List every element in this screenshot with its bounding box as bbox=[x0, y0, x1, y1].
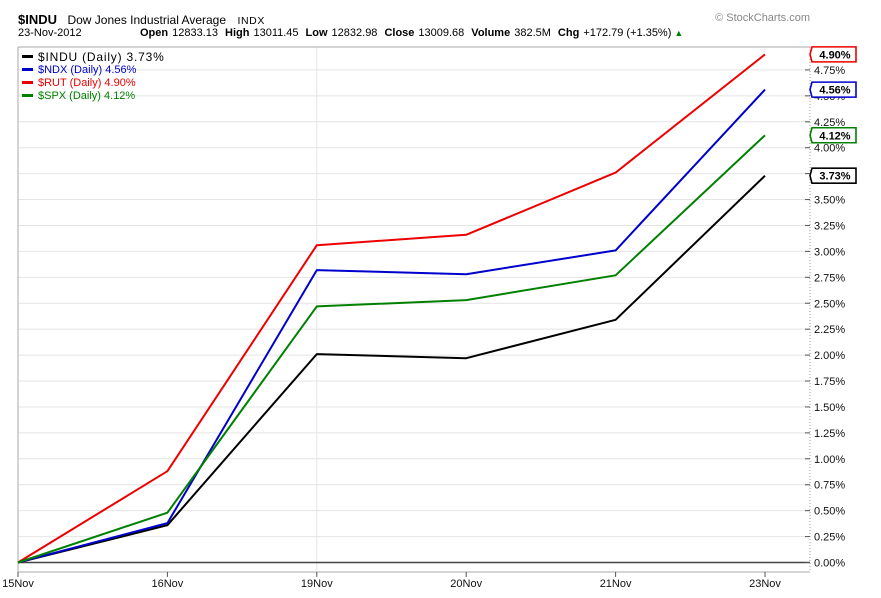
y-tick-label: 1.00% bbox=[814, 454, 845, 466]
quote-label-open: Open bbox=[140, 27, 169, 39]
legend-item-rut: $RUT (Daily) 4.90% bbox=[22, 77, 165, 90]
quote-value-low: 12832.98 bbox=[331, 27, 378, 39]
series-line-ndx bbox=[17, 88, 766, 564]
quote-label-close: Close bbox=[384, 27, 415, 39]
quote-date: 23-Nov-2012 bbox=[18, 27, 82, 39]
y-tick-label: 0.75% bbox=[814, 480, 845, 492]
y-tick-label: 1.25% bbox=[814, 428, 845, 440]
legend-item-spx: $SPX (Daily) 4.12% bbox=[22, 90, 165, 103]
x-tick-label: 19Nov bbox=[301, 578, 333, 590]
legend-item-indu: $INDU (Daily) 3.73% bbox=[22, 50, 165, 64]
quote-value-high: 13011.45 bbox=[253, 27, 299, 39]
quote-label-high: High bbox=[225, 27, 250, 39]
y-tick-label: 0.25% bbox=[814, 532, 845, 544]
x-tick-label: 23Nov bbox=[749, 578, 781, 590]
y-tick-label: 0.50% bbox=[814, 506, 845, 518]
y-tick-label: 0.00% bbox=[814, 558, 845, 570]
series-line-rut bbox=[17, 53, 766, 564]
x-tick-label: 15Nov bbox=[2, 578, 34, 590]
quote-label-volume: Volume bbox=[471, 27, 511, 39]
x-tick-label: 21Nov bbox=[600, 578, 632, 590]
chart-header-line1: $INDU Dow Jones Industrial Average INDX bbox=[18, 11, 265, 29]
callout-rut bbox=[809, 46, 857, 63]
symbol-label: $INDU bbox=[18, 12, 58, 27]
callout-indu bbox=[809, 167, 857, 184]
exchange-label: INDX bbox=[237, 15, 265, 27]
legend-item-ndx: $NDX (Daily) 4.56% bbox=[22, 64, 165, 77]
y-tick-label: 3.50% bbox=[814, 195, 845, 207]
y-tick-label: 2.25% bbox=[814, 324, 845, 336]
y-tick-label: 1.50% bbox=[814, 402, 845, 414]
callout-spx bbox=[809, 126, 857, 144]
legend-dash-icon bbox=[22, 67, 33, 71]
y-tick-label: 4.00% bbox=[814, 143, 845, 155]
quote-value-open: 12833.13 bbox=[172, 27, 219, 39]
legend-dash-icon bbox=[22, 80, 33, 84]
quote-label-chg: Chg bbox=[557, 27, 580, 39]
quote-row: Open 12833.13 High 13011.45 Low 12832.98 Close… bbox=[140, 27, 683, 39]
copyright-label: © StockCharts.com bbox=[715, 12, 810, 24]
y-tick-label: 4.75% bbox=[814, 65, 845, 77]
callout-label-indu: 3.73% bbox=[819, 171, 850, 183]
legend-item-label: $INDU (Daily) 3.73% bbox=[38, 50, 165, 64]
legend-item-label: $RUT (Daily) 4.90% bbox=[38, 77, 136, 89]
change-up-icon: ▲ bbox=[674, 28, 684, 38]
symbol-name: Dow Jones Industrial Average bbox=[67, 13, 227, 27]
series-line-indu bbox=[17, 174, 766, 564]
legend-dash-icon bbox=[22, 93, 33, 97]
chart-legend: $INDU (Daily) 3.73% $NDX (Daily) 4.56% $RU… bbox=[22, 50, 165, 103]
quote-value-close: 13009.68 bbox=[418, 27, 465, 39]
x-tick-label: 16Nov bbox=[152, 578, 184, 590]
quote-label-low: Low bbox=[305, 27, 328, 39]
callout-label-ndx: 4.56% bbox=[819, 85, 850, 97]
quote-value-volume: 382.5M bbox=[514, 27, 551, 39]
y-tick-label: 2.00% bbox=[814, 350, 845, 362]
callout-label-rut: 4.90% bbox=[819, 49, 850, 61]
callout-label-spx: 4.12% bbox=[819, 130, 850, 142]
y-tick-label: 2.50% bbox=[814, 298, 845, 310]
x-tick-label: 20Nov bbox=[450, 578, 482, 590]
y-tick-label: 2.75% bbox=[814, 272, 845, 284]
legend-item-label: $SPX (Daily) 4.12% bbox=[38, 90, 136, 102]
y-tick-label: 4.25% bbox=[814, 117, 845, 129]
y-tick-label: 3.00% bbox=[814, 246, 845, 258]
y-tick-label: 1.75% bbox=[814, 376, 845, 388]
callout-ndx bbox=[809, 81, 857, 98]
series-line-spx bbox=[17, 134, 766, 564]
quote-value-chg: +172.79 (+1.35%) bbox=[583, 27, 672, 39]
y-tick-label: 3.25% bbox=[814, 220, 845, 232]
legend-item-label: $NDX (Daily) 4.56% bbox=[38, 64, 137, 76]
legend-dash-icon bbox=[22, 55, 33, 59]
